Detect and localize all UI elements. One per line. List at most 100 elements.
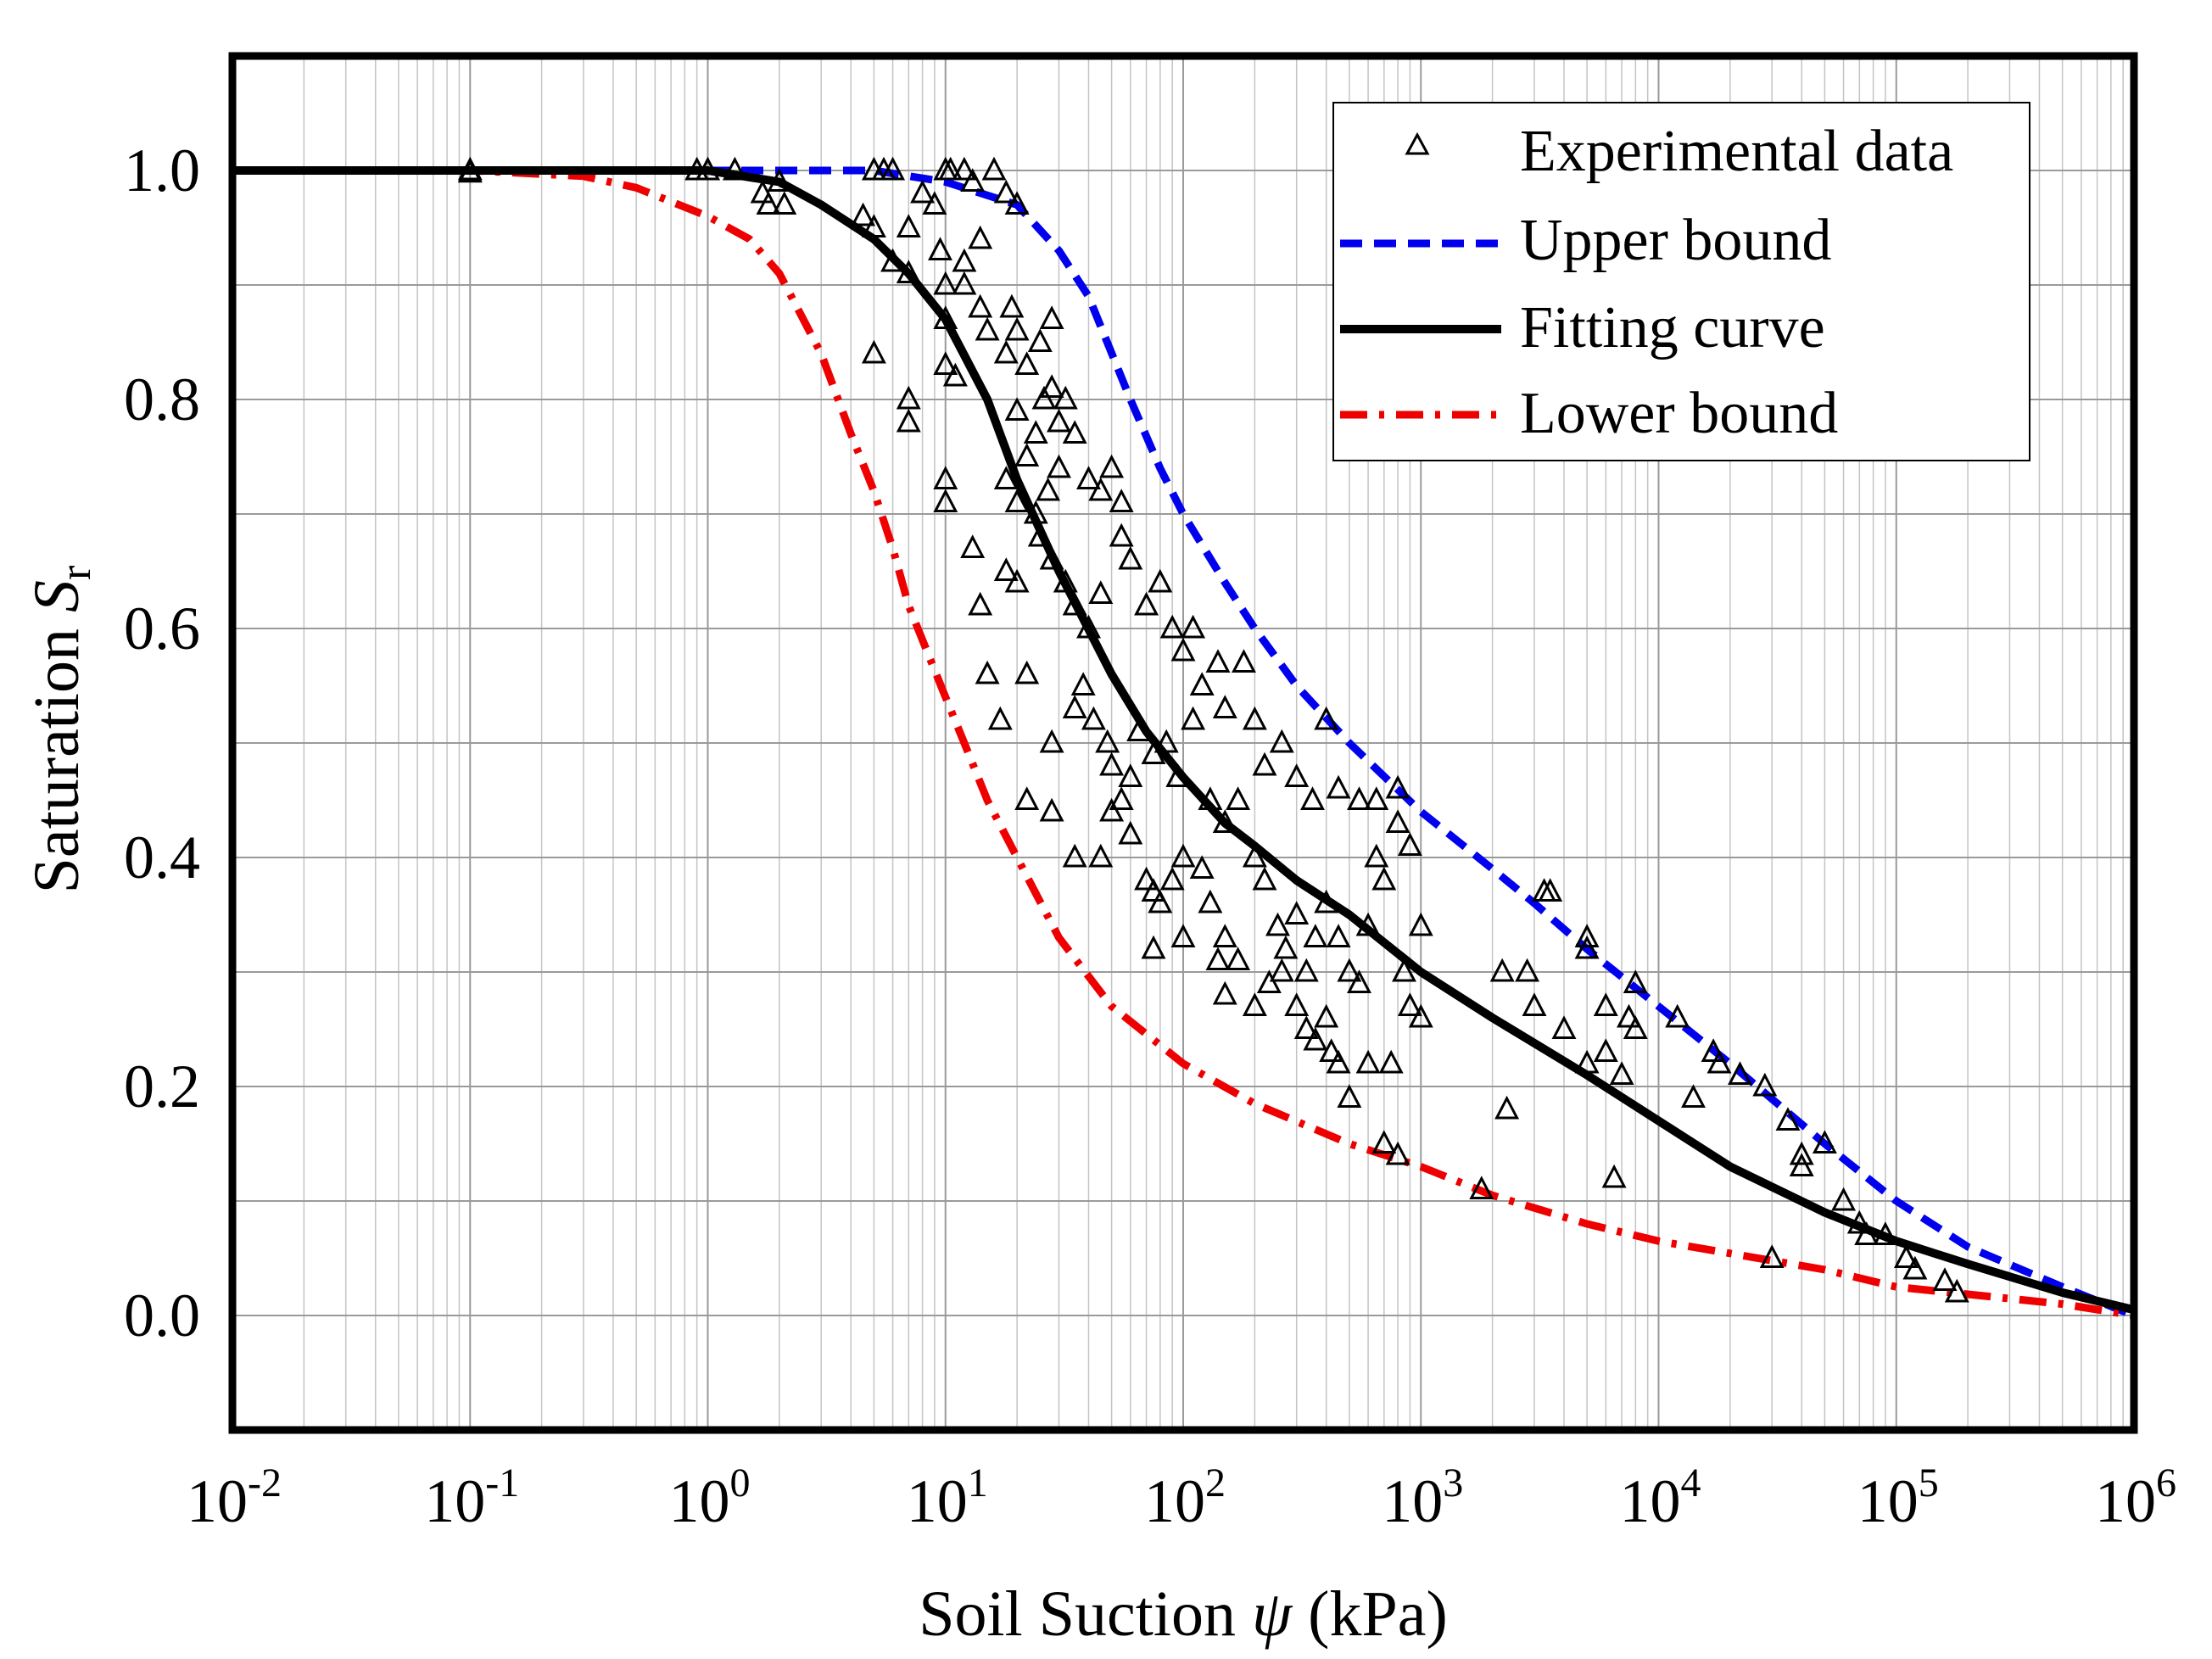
experimental-point xyxy=(922,191,947,215)
plot-frame xyxy=(228,52,2138,1434)
experimental-point xyxy=(1665,1003,1690,1028)
experimental-point xyxy=(1831,1187,1857,1211)
experimental-point xyxy=(1205,947,1231,970)
experimental-point xyxy=(968,225,993,249)
y-tick-label: 1.0 xyxy=(124,137,200,204)
experimental-point xyxy=(1023,420,1048,444)
experimental-point xyxy=(1159,866,1185,891)
experimental-point xyxy=(1392,958,1416,982)
experimental-point xyxy=(1099,797,1125,822)
experimental-point xyxy=(1004,568,1030,593)
experimental-point xyxy=(861,339,886,364)
experimental-point xyxy=(993,466,1019,489)
experimental-point xyxy=(861,214,886,237)
experimental-point xyxy=(1170,637,1196,662)
experimental-point xyxy=(1284,901,1310,924)
experimental-point xyxy=(1039,305,1064,329)
experimental-point xyxy=(1118,763,1143,787)
experimental-point xyxy=(1159,614,1185,639)
x-tick-label: 106 xyxy=(2095,1461,2176,1535)
experimental-point xyxy=(1303,924,1328,947)
x-axis-label: Soil Suction ψ (kPa) xyxy=(919,1578,1448,1650)
legend-label-experimental: Experimental data xyxy=(1520,119,1953,184)
legend: Experimental data Upper bound Fitting cu… xyxy=(1332,102,2030,461)
experimental-point xyxy=(1047,454,1071,478)
experimental-point xyxy=(1076,614,1101,639)
experimental-point xyxy=(1118,820,1143,845)
experimental-point xyxy=(1134,591,1159,616)
legend-box xyxy=(1332,102,2030,461)
experimental-point xyxy=(1126,718,1152,741)
experimental-point xyxy=(1134,866,1159,891)
experimental-point xyxy=(910,179,936,204)
experimental-point xyxy=(1364,843,1389,868)
experimental-point xyxy=(1385,809,1410,833)
experimental-point xyxy=(1293,958,1319,982)
experimental-point xyxy=(1165,763,1191,787)
experimental-point xyxy=(1284,763,1310,787)
experimental-point xyxy=(1027,522,1053,547)
experimental-point xyxy=(750,179,775,204)
experimental-point xyxy=(1141,740,1166,764)
x-tick-label: 10-2 xyxy=(187,1461,282,1535)
experimental-point xyxy=(1212,980,1237,1005)
experimental-point xyxy=(1004,316,1030,341)
experimental-point xyxy=(968,293,993,318)
experimental-point xyxy=(1789,1153,1814,1176)
x-tick-label: 10-1 xyxy=(424,1461,519,1535)
experimental-point xyxy=(1269,729,1294,753)
series-lower-bound xyxy=(232,166,2134,1320)
experimental-point xyxy=(1326,1049,1351,1074)
y-tick-labels: 0.0 0.2 0.4 0.6 0.8 1.0 xyxy=(124,137,200,1349)
experimental-point xyxy=(1053,385,1078,410)
legend-label-fitting: Fitting curve xyxy=(1520,295,1825,360)
experimental-point xyxy=(896,214,921,237)
experimental-point xyxy=(1242,992,1267,1016)
experimental-point xyxy=(1109,522,1134,547)
experimental-point xyxy=(1326,924,1351,947)
experimental-point xyxy=(1593,992,1618,1016)
experimental-point xyxy=(1014,660,1040,684)
experimental-point xyxy=(1617,1003,1641,1028)
experimental-point xyxy=(1226,947,1251,970)
experimental-point xyxy=(987,706,1013,730)
experimental-point xyxy=(1371,866,1397,891)
experimental-point xyxy=(1873,1221,1898,1245)
experimental-point xyxy=(1314,889,1339,913)
experimental-point xyxy=(1789,1141,1814,1165)
legend-label-lower: Lower bound xyxy=(1520,381,1838,446)
experimental-point xyxy=(975,660,1000,684)
experimental-point xyxy=(1036,477,1061,501)
experimental-point xyxy=(1252,751,1277,776)
experimental-point xyxy=(952,156,977,181)
experimental-point xyxy=(1148,889,1173,913)
experimental-point xyxy=(851,202,876,226)
experimental-point xyxy=(1004,489,1030,512)
experimental-point xyxy=(1039,729,1064,753)
experimental-point xyxy=(1212,809,1237,833)
experimental-point xyxy=(1076,466,1101,489)
experimental-point xyxy=(1355,1049,1381,1074)
experimental-point xyxy=(1775,1107,1801,1131)
experimental-point xyxy=(1347,786,1371,810)
experimental-point xyxy=(1371,1130,1397,1153)
experimental-point xyxy=(1269,958,1294,982)
experimental-point xyxy=(1023,500,1048,524)
x-tick-label: 104 xyxy=(1620,1461,1701,1535)
experimental-point xyxy=(999,293,1025,318)
experimental-point xyxy=(933,489,958,512)
experimental-point xyxy=(1039,797,1064,822)
experimental-point xyxy=(1062,695,1087,718)
x-tick-label: 101 xyxy=(907,1461,988,1535)
series-upper-bound xyxy=(232,166,2134,1320)
experimental-point xyxy=(1593,1038,1618,1062)
experimental-point xyxy=(1031,385,1057,410)
experimental-point xyxy=(1118,545,1143,570)
experimental-point xyxy=(1088,477,1114,501)
experimental-point xyxy=(457,159,483,183)
experimental-point xyxy=(1014,351,1040,375)
experimental-point xyxy=(1047,408,1071,433)
experimental-point xyxy=(1062,591,1087,616)
experimental-point xyxy=(1181,706,1206,730)
experimental-point xyxy=(1256,969,1282,993)
